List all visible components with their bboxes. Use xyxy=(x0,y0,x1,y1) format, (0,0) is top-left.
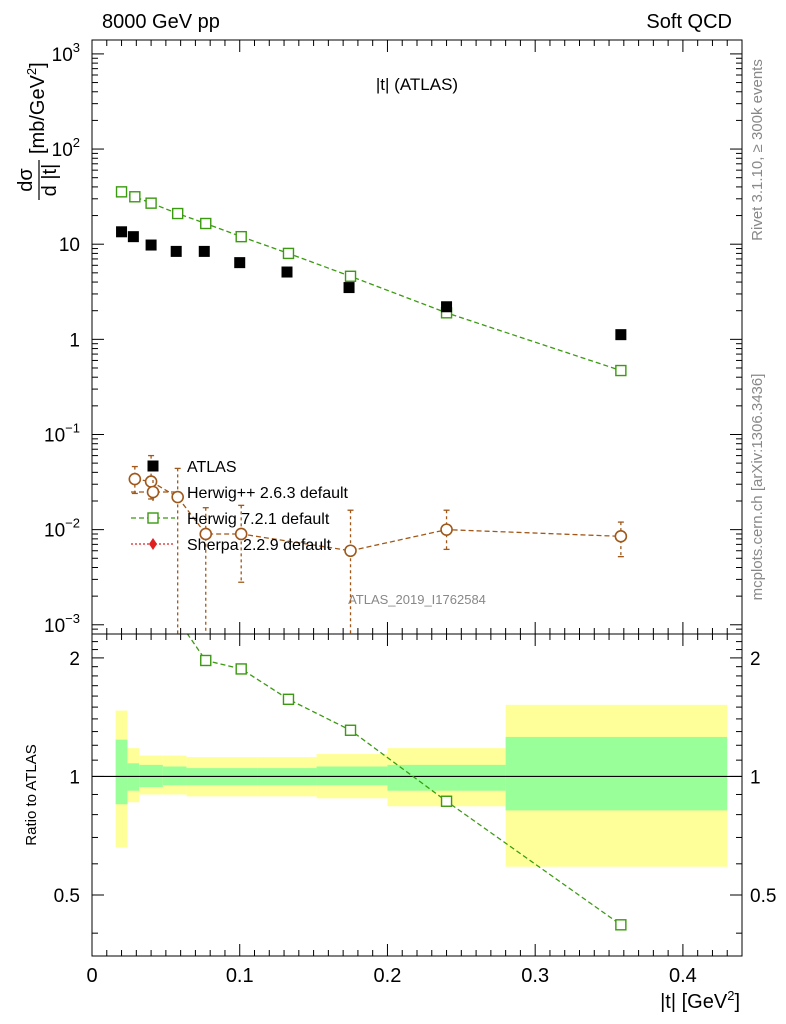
herwig7-point xyxy=(615,364,627,377)
energy-label: 8000 GeV pp xyxy=(102,11,220,33)
y-tick-label: 103 xyxy=(52,40,80,66)
legend-herwig7-marker xyxy=(147,512,159,524)
herwig7-ratio-point xyxy=(200,654,212,667)
ratio-tick-label-right: 2 xyxy=(750,649,761,670)
legend-label: Sherpa 2.2.9 default xyxy=(187,537,332,554)
herwig7-point xyxy=(115,186,128,198)
legend-entry-sherpa: Sherpa 2.2.9 default xyxy=(131,537,332,554)
ratio-uncertainty-bands xyxy=(92,704,742,867)
plot-title: |t| (ATLAS) xyxy=(376,75,458,94)
axes: 0 0.1 0.2 0.3 0.4 10−3 10−2 10−1 1 10 102 103 0.5 0.5… xyxy=(44,40,776,987)
herwig7-point xyxy=(344,270,357,282)
y-label-unit: [mb/GeV2] xyxy=(24,62,49,154)
herwig7-point xyxy=(129,191,141,203)
herwig7-ratio-point xyxy=(615,919,627,931)
x-tick-label: 0.3 xyxy=(521,965,549,987)
atlas-point xyxy=(441,301,453,313)
y-tick-label: 102 xyxy=(52,135,80,161)
rivet-label: Rivet 3.1.10, ≥ 300k events xyxy=(749,59,766,241)
herwig7-point xyxy=(145,197,157,209)
herwig7-point xyxy=(282,247,295,260)
analysis-watermark: ATLAS_2019_I1762584 xyxy=(348,592,486,607)
y-label-numerator: dσ xyxy=(15,168,37,192)
legend-label: ATLAS xyxy=(187,459,237,476)
herwigpp-point xyxy=(344,544,357,558)
legend: ATLAS Herwig++ 2.6.3 default Herwig 7.2.1 … xyxy=(131,459,349,554)
legend-entry-herwigpp: Herwig++ 2.6.3 default xyxy=(131,480,349,504)
herwigpp-point xyxy=(128,472,142,486)
atlas-point xyxy=(343,282,355,294)
ratio-series xyxy=(117,598,627,931)
legend-entry-herwig7: Herwig 7.2.1 default xyxy=(131,511,330,528)
x-tick-label: 0 xyxy=(86,965,97,987)
ratio-band-inner xyxy=(387,764,506,791)
atlas-point xyxy=(145,239,157,251)
herwigpp-point xyxy=(440,523,453,536)
y-tick-label: 10−3 xyxy=(44,611,80,637)
ratio-y-label: Ratio to ATLAS xyxy=(23,744,40,845)
x-tick-label: 0.4 xyxy=(669,965,697,987)
herwigpp-point xyxy=(614,530,628,543)
legend-label: Herwig 7.2.1 default xyxy=(187,511,330,528)
ratio-tick-label-right: 0.5 xyxy=(750,886,776,907)
legend-label: Herwig++ 2.6.3 default xyxy=(187,485,349,502)
herwig7-ratio-line xyxy=(186,634,622,926)
herwigpp-point xyxy=(144,475,158,488)
main-y-axis-label: dσ d |t| [mb/GeV2] xyxy=(15,62,61,200)
x-tick-label: 0.2 xyxy=(374,965,402,987)
ratio-tick-label-right: 1 xyxy=(750,767,761,788)
atlas-point xyxy=(281,266,293,278)
herwig7-ratio-point xyxy=(344,724,357,736)
atlas-point xyxy=(116,226,128,238)
main-series xyxy=(115,186,628,634)
atlas-point xyxy=(127,231,139,243)
legend-atlas-marker xyxy=(147,460,159,472)
mcplots-label: mcplots.cern.ch [arXiv:1306.3436] xyxy=(749,374,766,601)
herwigpp-point xyxy=(171,490,184,504)
legend-herwigpp-marker xyxy=(146,485,160,499)
herwig7-point xyxy=(200,217,212,230)
y-tick-label: 10−1 xyxy=(44,420,80,446)
x-tick-label: 0.1 xyxy=(226,965,254,987)
y-tick-label: 10 xyxy=(59,235,80,256)
ratio-tick-label: 2 xyxy=(69,649,80,670)
herwigpp-line xyxy=(134,478,621,552)
herwigpp-point xyxy=(199,527,213,541)
herwig7-ratio-point xyxy=(282,693,295,706)
herwigpp-point xyxy=(234,527,248,541)
y-tick-label: 1 xyxy=(69,330,80,351)
herwig7-ratio-point xyxy=(440,795,453,807)
x-axis-label: |t| [GeV2] xyxy=(660,988,740,1013)
y-label-denominator: d |t| xyxy=(39,164,61,197)
ratio-tick-label: 0.5 xyxy=(54,886,80,907)
herwig7-ratio-point xyxy=(235,663,247,675)
atlas-point xyxy=(234,257,246,269)
atlas-point xyxy=(615,329,627,341)
herwig7-ratio-point xyxy=(130,607,140,617)
ratio-band-inner xyxy=(505,736,728,811)
legend-sherpa-marker xyxy=(149,538,157,550)
herwig7-ratio-point xyxy=(146,598,156,608)
atlas-point xyxy=(198,245,210,257)
herwig7-ratio-point xyxy=(117,606,127,616)
process-label: Soft QCD xyxy=(646,11,732,33)
ratio-band-inner xyxy=(115,739,128,805)
herwig7-line xyxy=(121,191,622,372)
legend-entry-atlas: ATLAS xyxy=(147,459,237,476)
ratio-tick-label: 1 xyxy=(69,767,80,788)
y-tick-label: 10−2 xyxy=(44,516,80,542)
herwig7-point xyxy=(171,207,184,220)
atlas-point xyxy=(170,245,182,257)
herwig7-point xyxy=(235,230,247,243)
